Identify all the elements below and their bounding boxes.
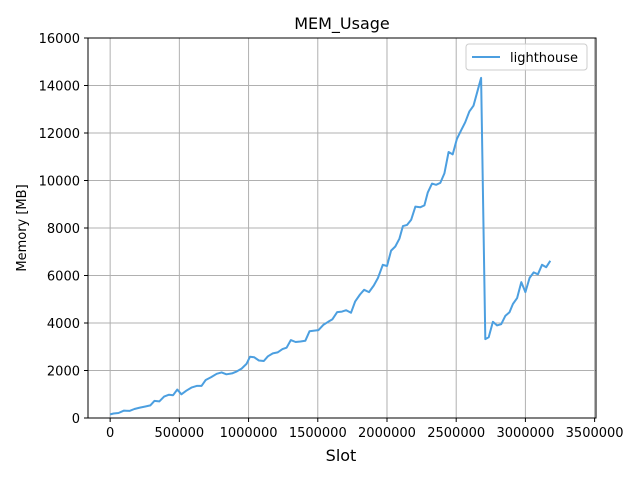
y-ticks: 0 2000 4000 6000 8000 10000 12000 14000 16000	[39, 32, 88, 427]
legend-label: lighthouse	[510, 51, 578, 66]
x-axis-label: Slot	[326, 446, 357, 465]
series-line-lighthouse	[109, 76, 552, 416]
y-tick-label: 4000	[47, 317, 80, 332]
legend-box	[465, 43, 588, 71]
chart-title: MEM_Usage	[294, 14, 390, 34]
x-ticks: 0 500000 1000000 1500000 2000000 2500000 30000…	[106, 418, 624, 441]
y-tick-label: 8000	[47, 222, 80, 237]
y-tick-label: 12000	[39, 127, 80, 142]
x-tick-label: 2500000	[427, 426, 485, 441]
x-tick-label: 1000000	[220, 426, 278, 441]
x-tick-label: 3000000	[496, 426, 554, 441]
x-tick-label: 0	[106, 426, 114, 441]
y-tick-label: 14000	[39, 80, 80, 95]
x-tick-label: 3500000	[566, 426, 624, 441]
legend: lighthouse	[465, 43, 588, 71]
x-tick-label: 2000000	[358, 426, 416, 441]
grid-lines	[88, 37, 596, 419]
y-tick-label: 6000	[47, 270, 80, 285]
x-tick-label: 1500000	[289, 426, 347, 441]
y-axis-label: Memory [MB]	[15, 184, 30, 271]
y-tick-label: 10000	[39, 175, 80, 190]
y-tick-label: 0	[72, 412, 80, 427]
y-tick-label: 2000	[47, 365, 80, 380]
series-lines	[109, 76, 552, 416]
x-tick-label: 500000	[155, 426, 205, 441]
y-tick-label: 16000	[39, 32, 80, 47]
